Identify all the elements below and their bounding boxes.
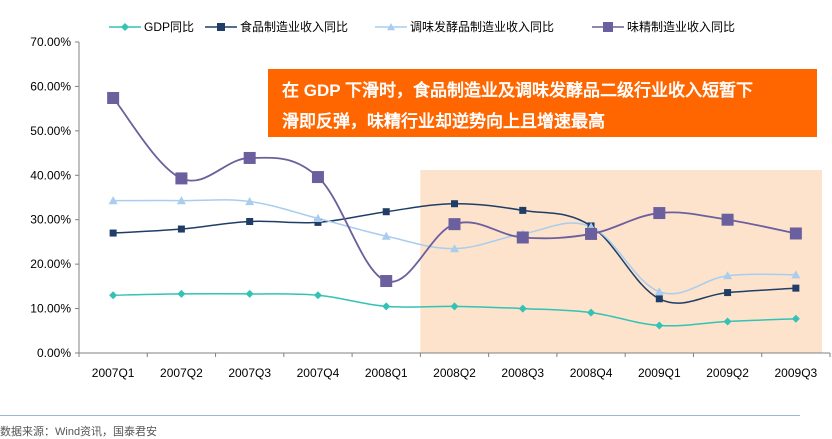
- data-point: [789, 227, 802, 240]
- data-point: [109, 291, 118, 300]
- legend-label: 味精制造业收入同比: [627, 20, 735, 34]
- x-tick-label: 2008Q2: [433, 366, 476, 380]
- x-tick-label: 2007Q4: [297, 366, 340, 380]
- data-point: [721, 213, 734, 226]
- data-point: [245, 289, 254, 298]
- data-point: [653, 207, 666, 220]
- x-tick-label: 2009Q1: [638, 366, 681, 380]
- data-point: [724, 289, 732, 297]
- y-tick-label: 20.00%: [30, 257, 71, 271]
- data-point: [655, 321, 664, 330]
- data-point: [245, 196, 255, 206]
- x-tick-label: 2008Q1: [365, 366, 408, 380]
- highlight-region: [420, 170, 822, 353]
- data-point: [109, 229, 117, 237]
- x-tick-label: 2008Q3: [501, 366, 544, 380]
- y-tick-label: 0.00%: [37, 346, 71, 360]
- series-line: [112, 97, 797, 283]
- data-point: [176, 196, 186, 205]
- callout-line-2: 滑即反弹，味精行业却逆势向上且增速最高: [282, 112, 605, 131]
- data-point: [382, 302, 391, 311]
- legend-label: 食品制造业收入同比: [240, 19, 348, 34]
- data-point: [108, 196, 118, 205]
- data-point: [519, 206, 527, 214]
- data-point: [792, 284, 800, 292]
- data-point: [654, 287, 664, 296]
- footer-divider: [0, 415, 800, 416]
- legend-label: 调味发酵品制造业收入同比: [410, 19, 554, 34]
- data-point: [791, 270, 801, 279]
- data-point: [382, 208, 390, 216]
- data-point: [175, 172, 188, 185]
- data-point: [723, 271, 733, 280]
- x-tick-label: 2007Q2: [160, 366, 203, 380]
- data-point: [450, 302, 459, 311]
- data-point: [387, 23, 395, 31]
- data-point: [243, 151, 256, 164]
- annotation-callout: 在 GDP 下滑时，食品制造业及调味发酵品二级行业收入短暂下 滑即反弹，味精行业…: [268, 69, 817, 137]
- data-point: [448, 218, 461, 231]
- x-tick-label: 2007Q3: [228, 366, 271, 380]
- x-tick-label: 2008Q4: [570, 366, 613, 380]
- data-point: [723, 317, 732, 326]
- data-point: [381, 231, 391, 240]
- data-point: [107, 91, 120, 104]
- data-point: [587, 308, 596, 317]
- data-point: [655, 295, 663, 303]
- data-point: [313, 291, 322, 300]
- data-point: [791, 314, 800, 323]
- data-point: [121, 23, 129, 31]
- data-point: [314, 218, 322, 226]
- data-point: [217, 23, 225, 31]
- x-tick-label: 2009Q2: [706, 366, 749, 380]
- legend: GDP同比 食品制造业收入同比 调味发酵品制造业收入同比 味精制造业收入同比: [109, 19, 735, 34]
- data-point: [177, 225, 185, 233]
- callout-line-1: 在 GDP 下滑时，食品制造业及调味发酵品二级行业收入短暂下: [282, 81, 753, 100]
- data-point: [516, 231, 529, 244]
- y-tick-label: 70.00%: [30, 35, 71, 49]
- y-tick-label: 40.00%: [30, 168, 71, 182]
- data-point: [177, 289, 186, 298]
- y-tick-label: 50.00%: [30, 124, 71, 138]
- x-tick-label: 2009Q3: [775, 366, 818, 380]
- x-tick-label: 2007Q1: [92, 366, 135, 380]
- y-tick-label: 30.00%: [30, 213, 71, 227]
- data-point: [246, 217, 254, 225]
- x-axis-labels: 2007Q1 2007Q2 2007Q3 2007Q4 2008Q1 2008Q2 2008…: [92, 366, 818, 380]
- data-point: [450, 244, 459, 253]
- data-point: [380, 275, 393, 288]
- data-point: [585, 227, 598, 240]
- chart-axes: [75, 41, 831, 357]
- data-point: [603, 22, 613, 32]
- data-point: [518, 304, 527, 313]
- series-markers: [107, 91, 802, 330]
- data-point: [311, 171, 324, 184]
- data-point: [313, 213, 323, 222]
- y-axis-labels: 0.00% 10.00% 20.00% 30.00% 40.00% 50.00% 60.00…: [30, 35, 71, 360]
- y-tick-label: 10.00%: [30, 302, 71, 316]
- legend-label: GDP同比: [144, 20, 194, 34]
- source-note: 数据来源：Wind资讯，国泰君安: [0, 426, 158, 438]
- y-tick-label: 60.00%: [30, 79, 71, 93]
- data-point: [451, 200, 458, 208]
